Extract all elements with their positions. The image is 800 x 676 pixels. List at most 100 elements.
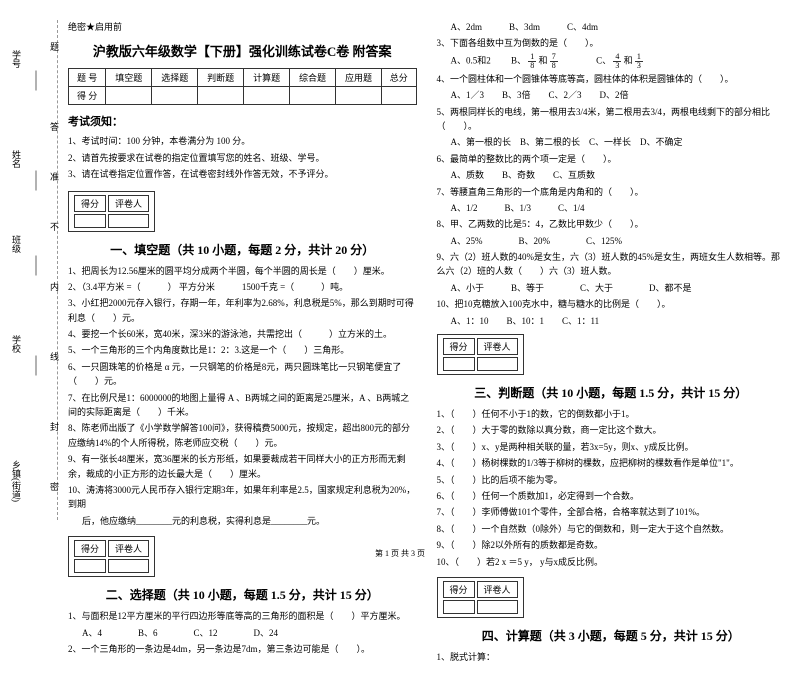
opt-c: C、 [596,55,611,65]
notice-item: 2、请首先按要求在试卷的指定位置填写您的姓名、班级、学号。 [68,152,417,166]
q: 10、涛涛将3000元人民币存入银行定期3年，如果年利率是2.5，国家规定利息税… [68,483,417,512]
opts: A、1／3 B、3倍 C、2／3 D、2倍 [451,88,786,102]
sb-label-school: 学校 [10,335,23,353]
box-score: 得分 [74,195,106,212]
opts: A、2dm B、3dm C、4dm [451,20,786,34]
sb-label-id: 学号 [10,50,23,68]
opt-b: B、 [511,55,526,65]
q: 7、在比例尺是1：6000000的地图上量得 A 、B两城之间的距离是25厘米，… [68,391,417,420]
opts: A、第一根的长 B、第二根的长 C、一样长 D、不确定 [451,135,786,149]
score-box: 得分 评卷人 [437,334,524,375]
opts: A、1/2 B、1/3 C、1/4 [451,201,786,215]
th: 判断题 [198,69,244,87]
q: 3、小红把2000元存入银行，存期一年，年利率为2.68%，利息税是5%，那么到… [68,296,417,325]
notice-title: 考试须知： [68,113,417,129]
th: 应用题 [336,69,382,87]
q: 9、有一张长48厘米，宽36厘米的长方形纸，如果要裁成若干同样大小的正方形而无剩… [68,452,417,481]
q: 8、甲、乙两数的比是5：4，乙数比甲数少（ ）。 [437,217,786,231]
sb-line [36,356,37,376]
exam-title: 沪教版六年级数学【下册】强化训练试卷C卷 附答案 [68,41,417,60]
notice-item: 3、请在试卷指定位置作答，在试卷密封线外作答无效，不予评分。 [68,168,417,182]
opts: A、0.5和2 B、 18 和 78 C、 43 和 13 [451,53,786,70]
score-table: 题 号 填空题 选择题 判断题 计算题 综合题 应用题 总分 得 分 [68,68,417,105]
q: 5、（ ）比的后项不能为零。 [437,473,786,487]
q: 2、一个三角形的一条边是4dm，另一条边是7dm，第三条边可能是（ ）。 [68,642,417,656]
left-column: 绝密★启用前 沪教版六年级数学【下册】强化训练试卷C卷 附答案 题 号 填空题 … [68,20,417,666]
q: 6、最简单的整数比的两个项一定是（ ）。 [437,152,786,166]
q: 2、（3.4平方米 =（ ） 平方分米 1500千克 =（ ）吨。 [68,280,417,294]
page-footer: 第 1 页 共 3 页 [0,548,800,559]
q: 5、一个三角形的三个内角度数比是1：2：3.这是一个（ ）三角形。 [68,343,417,357]
th: 综合题 [290,69,336,87]
th: 题 号 [69,69,106,87]
q: 1、脱式计算： [437,650,786,664]
th: 选择题 [152,69,198,87]
dash-word: 答 [50,120,59,133]
q: 10、把10克糖放入100克水中，糖与糖水的比例是（ ）。 [437,297,786,311]
table-row: 得 分 [69,87,417,105]
q: 1、与面积是12平方厘米的平行四边形等底等高的三角形的面积是（ ）平方厘米。 [68,609,417,623]
q: 4、要挖一个长60米，宽40米，深3米的游泳池，共需挖出（ ）立方米的土。 [68,327,417,341]
dash-word: 密 [50,480,59,493]
q: 8、（ ）一个自然数（0除外）与它的倒数和，则一定大于这个自然数。 [437,522,786,536]
table-row: 题 号 填空题 选择题 判断题 计算题 综合题 应用题 总分 [69,69,417,87]
th: 总分 [381,69,416,87]
opts: A、1：10 B、10：1 C、1：11 [451,314,786,328]
section4-title: 四、计算题（共 3 小题，每题 5 分，共计 15 分） [437,627,786,644]
opts: A、4 B、6 C、12 D、24 [82,626,417,640]
q: 1、把周长为12.56厘米的圆平均分成两个半圆，每个半圆的周长是（ ）厘米。 [68,264,417,278]
box-score: 得分 [443,338,475,355]
box-score: 得分 [443,581,475,598]
q: 6、一只圆珠笔的价格是 α 元，一只钢笔的价格是8元，两只圆珠笔比一只钢笔便宜了… [68,360,417,389]
sb-line [36,171,37,191]
box-grader: 评卷人 [477,581,518,598]
opts: A、25% B、20% C、125% [451,234,786,248]
secret-label: 绝密★启用前 [68,20,417,33]
section1-title: 一、填空题（共 10 小题，每题 2 分，共计 20 分） [68,241,417,258]
content-area: 绝密★启用前 沪教版六年级数学【下册】强化训练试卷C卷 附答案 题 号 填空题 … [58,20,785,666]
q: 9、六（2）班人数的40%是女生，六（3）班人数的45%是女生，两班女生人数相等… [437,250,786,279]
sb-label-class: 班级 [10,235,23,253]
dash-word: 内 [50,280,59,293]
sb-label-town: 乡镇(街道) [10,460,23,502]
dash-word: 不 [50,220,59,233]
q: 4、（ ）杨树棵数的1/3等于柳树的棵数，应把柳树的棵数看作是单位"1"。 [437,456,786,470]
notice-item: 1、考试时间：100 分钟，本卷满分为 100 分。 [68,135,417,149]
td: 得 分 [69,87,106,105]
q: 6、（ ）任何一个质数加1，必定得到一个合数。 [437,489,786,503]
q: 1、（ ）任何不小于1的数，它的倒数都小于1。 [437,407,786,421]
frac: 78 [550,53,558,70]
frac: 18 [528,53,536,70]
q: 5、两根同样长的电线，第一根用去3/4米，第二根用去3/4，两根电线剩下的部分相… [437,105,786,134]
score-box: 得分 评卷人 [437,577,524,618]
dash-word: 准 [50,170,59,183]
q-tail: 后，他应缴纳________元的利息税，实得利息是________元。 [82,514,417,528]
section2-title: 二、选择题（共 10 小题，每题 1.5 分，共计 15 分） [68,586,417,603]
th: 计算题 [244,69,290,87]
box-grader: 评卷人 [108,195,149,212]
sb-line [36,71,37,91]
box-grader: 评卷人 [477,338,518,355]
th: 填空题 [106,69,152,87]
binding-sidebar: 学号 姓名 班级 学校 乡镇(街道) 题 答 准 不 内 线 封 密 [8,20,58,520]
q: 7、（ ）李师傅做101个零件，全部合格，合格率就达到了101%。 [437,505,786,519]
q: 3、下面各组数中互为倒数的是（ ）。 [437,36,786,50]
score-box: 得分 评卷人 [68,191,155,232]
q: 8、陈老师出版了《小学数学解答100问》，获得稿费5000元，按规定，超出800… [68,421,417,450]
opt-a: A、0.5和2 [451,55,491,65]
sb-label-name: 姓名 [10,150,23,168]
right-column: A、2dm B、3dm C、4dm 3、下面各组数中互为倒数的是（ ）。 A、0… [437,20,786,666]
exam-page: 学号 姓名 班级 学校 乡镇(街道) 题 答 准 不 内 线 封 密 绝密★启用… [0,0,800,676]
dash-word: 题 [50,40,59,53]
q: 4、一个圆柱体和一个圆锥体等底等高，圆柱体的体积是圆锥体的（ ）。 [437,72,786,86]
q: 7、等腰直角三角形的一个底角是内角和的（ ）。 [437,185,786,199]
opts: A、质数 B、奇数 C、互质数 [451,168,786,182]
frac: 13 [635,53,643,70]
q: 3、（ ）x、y是两种相关联的量，若3x=5y，则x、y成反比例。 [437,440,786,454]
q: 2、（ ）大于零的数除以真分数，商一定比这个数大。 [437,423,786,437]
section3-title: 三、判断题（共 10 小题，每题 1.5 分，共计 15 分） [437,384,786,401]
frac: 43 [613,53,621,70]
opts: A、小于 B、等于 C、大于 D、都不是 [451,281,786,295]
sb-line [36,256,37,276]
dash-word: 线 [50,350,59,363]
